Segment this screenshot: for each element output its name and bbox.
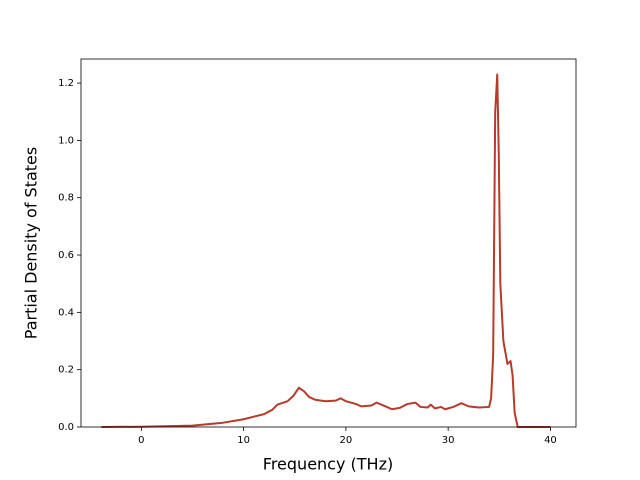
x-tick-label: 40 (544, 435, 557, 446)
y-tick-label: 1.0 (58, 135, 74, 146)
plot-frame (80, 58, 577, 428)
x-tick-label: 30 (442, 435, 455, 446)
x-axis-title: Frequency (THz) (263, 455, 393, 474)
y-tick-label: 0.0 (58, 422, 74, 433)
y-axis-title: Partial Density of States (22, 147, 41, 339)
y-tick-label: 0.6 (58, 250, 74, 261)
x-tick-label: 10 (237, 435, 250, 446)
y-tick-label: 1.2 (58, 78, 74, 89)
data-line (101, 73, 551, 428)
x-tick-label: 20 (340, 435, 353, 446)
y-tick-label: 0.8 (58, 193, 74, 204)
x-tick-label: 0 (138, 435, 144, 446)
y-tick-label: 0.2 (58, 365, 74, 376)
y-tick-label: 0.4 (58, 307, 74, 318)
